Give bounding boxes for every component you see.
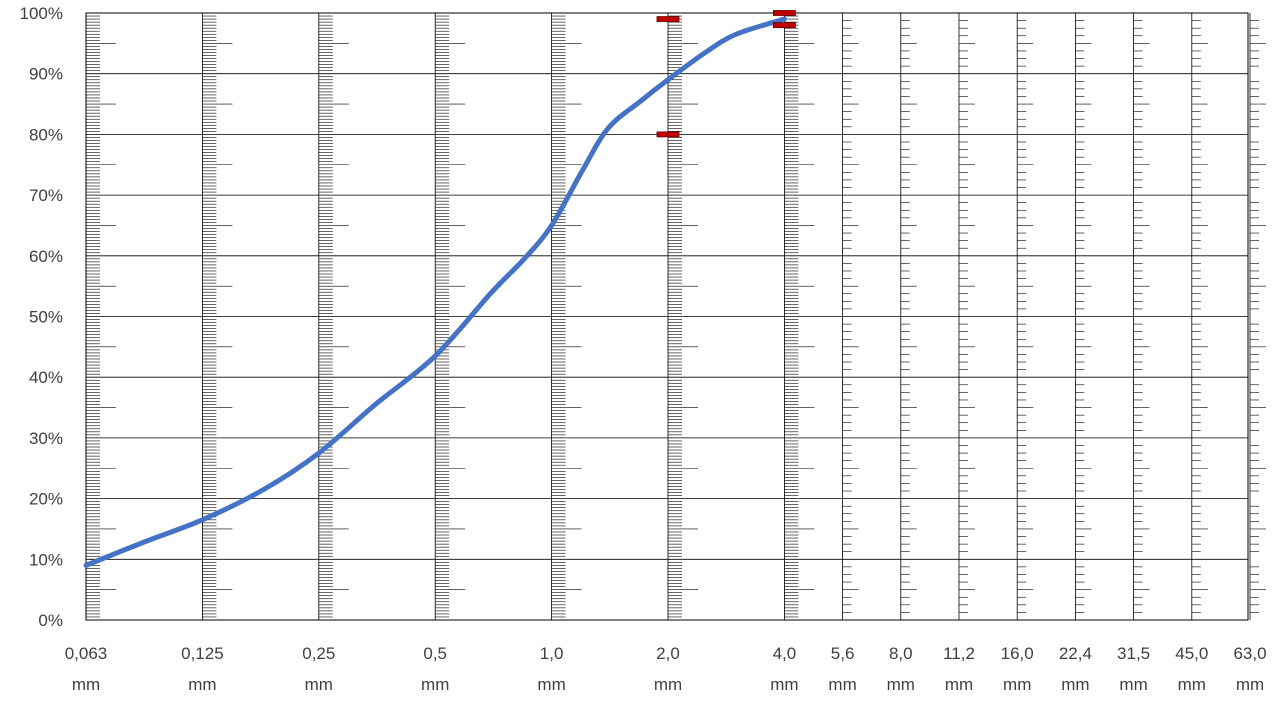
x-tick-label: 0,125	[181, 644, 224, 663]
x-tick-unit: mm	[72, 675, 100, 694]
y-tick-label: 40%	[29, 368, 63, 387]
limit-marker	[656, 131, 680, 138]
x-tick-unit: mm	[1236, 675, 1264, 694]
x-tick-label: 0,25	[302, 644, 335, 663]
x-tick-unit: mm	[887, 675, 915, 694]
x-tick-label: 5,6	[831, 644, 855, 663]
y-tick-label: 90%	[29, 65, 63, 84]
series-layer	[83, 16, 787, 568]
x-tick-unit: mm	[421, 675, 449, 694]
y-tick-label: 0%	[38, 611, 63, 630]
x-tick-label: 45,0	[1175, 644, 1208, 663]
x-tick-label: 1,0	[540, 644, 564, 663]
x-tick-label: 16,0	[1001, 644, 1034, 663]
y-tick-label: 60%	[29, 247, 63, 266]
x-tick-unit: mm	[1119, 675, 1147, 694]
y-axis-labels: 0% 10% 20% 30% 40% 50% 60% 70% 80% 90% 100%	[20, 4, 63, 630]
y-tick-label: 80%	[29, 125, 63, 144]
x-tick-unit: mm	[188, 675, 216, 694]
y-tick-label: 10%	[29, 550, 63, 569]
plot-frame	[85, 12, 1249, 621]
limit-marker	[773, 10, 796, 16]
y-tick-label: 30%	[29, 429, 63, 448]
x-tick-label: 4,0	[773, 644, 797, 663]
x-tick-label: 31,5	[1117, 644, 1150, 663]
x-tick-unit: mm	[1003, 675, 1031, 694]
x-tick-label: 8,0	[889, 644, 913, 663]
y-tick-label: 70%	[29, 186, 63, 205]
limit-markers	[656, 10, 796, 138]
y-tick-label: 50%	[29, 308, 63, 327]
x-tick-unit: mm	[1178, 675, 1206, 694]
x-tick-unit: mm	[945, 675, 973, 694]
plot-border	[85, 12, 1249, 621]
limit-marker	[656, 16, 680, 22]
series-line	[83, 16, 787, 568]
x-tick-unit: mm	[770, 675, 798, 694]
limit-marker	[773, 22, 796, 29]
x-tick-label: 63,0	[1233, 644, 1266, 663]
x-tick-unit: mm	[1061, 675, 1089, 694]
x-tick-unit: mm	[537, 675, 565, 694]
x-tick-unit: mm	[828, 675, 856, 694]
minor-ticks	[86, 15, 1266, 618]
y-tick-label: 20%	[29, 490, 63, 509]
y-tick-label: 100%	[20, 4, 63, 23]
x-tick-unit: mm	[654, 675, 682, 694]
x-tick-label: 22,4	[1059, 644, 1092, 663]
x-tick-label: 2,0	[656, 644, 680, 663]
x-tick-unit: mm	[305, 675, 333, 694]
x-tick-label: 11,2	[943, 644, 975, 663]
x-tick-label: 0,063	[65, 644, 108, 663]
x-axis-labels: 0,063 mm 0,125 mm 0,25 mm 0,5 mm 1,0 mm 2,0 mm 4,0 mm…	[65, 644, 1267, 694]
x-tick-label: 0,5	[423, 644, 447, 663]
